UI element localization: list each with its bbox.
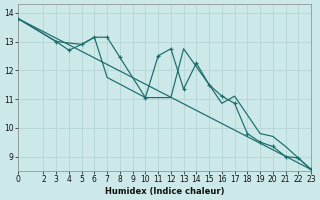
- X-axis label: Humidex (Indice chaleur): Humidex (Indice chaleur): [105, 187, 224, 196]
